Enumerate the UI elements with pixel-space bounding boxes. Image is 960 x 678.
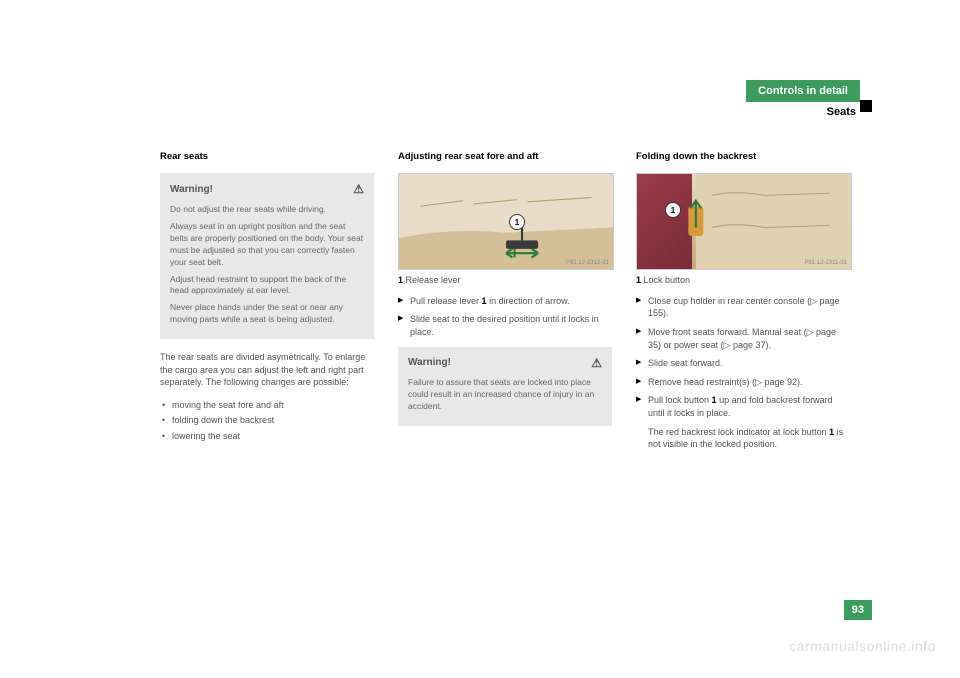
caption-number: 1 bbox=[398, 275, 403, 285]
column-adjusting-seat: Adjusting rear seat fore and aft 1 P91.1… bbox=[398, 150, 612, 457]
warning-box-1: Warning! ⚠ Do not adjust the rear seats … bbox=[160, 173, 374, 339]
seat-illustration-svg bbox=[637, 174, 851, 270]
col2-steps: Pull release lever 1 in direction of arr… bbox=[398, 295, 612, 339]
column-folding-backrest: Folding down the backrest 1 P91.12-2311-… bbox=[636, 150, 850, 457]
section-title: Seats bbox=[746, 106, 860, 118]
list-item: Slide seat forward. bbox=[636, 357, 850, 370]
warning-text: Failure to assure that seats are locked … bbox=[408, 377, 602, 413]
figure-code: P91.12-2312-31 bbox=[566, 259, 609, 267]
figure-caption: 1 Lock button bbox=[636, 274, 850, 287]
col1-paragraph: The rear seats are divided asymetrically… bbox=[160, 351, 374, 389]
col2-title: Adjusting rear seat fore and aft bbox=[398, 150, 612, 163]
figure-caption: 1 Release lever bbox=[398, 274, 612, 287]
column-rear-seats: Rear seats Warning! ⚠ Do not adjust the … bbox=[160, 150, 374, 457]
caption-number: 1 bbox=[636, 275, 641, 285]
figure-release-lever: 1 P91.12-2312-31 bbox=[398, 173, 614, 270]
list-item: folding down the backrest bbox=[160, 414, 374, 427]
col1-title: Rear seats bbox=[160, 150, 374, 163]
warning-icon: ⚠ bbox=[591, 355, 602, 372]
section-marker bbox=[860, 100, 872, 112]
col3-steps: Close cup holder in rear center console … bbox=[636, 295, 850, 420]
list-item: Slide seat to the desired position until… bbox=[398, 313, 612, 338]
watermark: carmanualsonline.info bbox=[789, 638, 936, 654]
caption-text: Release lever bbox=[406, 275, 461, 285]
figure-lock-button: 1 P91.12-2311-31 bbox=[636, 173, 852, 270]
list-item: Remove head restraint(s) (▷ page 92). bbox=[636, 376, 850, 389]
warning-title: Warning! ⚠ bbox=[170, 181, 364, 198]
col3-note: The red backrest lock indicator at lock … bbox=[648, 426, 850, 451]
figure-code: P91.12-2311-31 bbox=[804, 259, 847, 267]
list-item: moving the seat fore and aft bbox=[160, 399, 374, 412]
warning-box-2: Warning! ⚠ Failure to assure that seats … bbox=[398, 347, 612, 426]
seat-illustration-svg bbox=[399, 174, 613, 270]
list-item: Pull lock button 1 up and fold backrest … bbox=[636, 394, 850, 419]
col1-bullet-list: moving the seat fore and aft folding dow… bbox=[160, 399, 374, 443]
list-item: Pull release lever 1 in direction of arr… bbox=[398, 295, 612, 308]
list-item: Close cup holder in rear center console … bbox=[636, 295, 850, 320]
page-content: Rear seats Warning! ⚠ Do not adjust the … bbox=[160, 150, 850, 457]
warning-label: Warning! bbox=[170, 183, 213, 197]
list-item: Move front seats forward. Manual seat (▷… bbox=[636, 326, 850, 351]
warning-label: Warning! bbox=[408, 356, 451, 370]
caption-text: Lock button bbox=[644, 275, 691, 285]
warning-text: Always seat in an upright position and t… bbox=[170, 221, 364, 269]
list-item: lowering the seat bbox=[160, 430, 374, 443]
col3-title: Folding down the backrest bbox=[636, 150, 850, 163]
warning-text: Never place hands under the seat or near… bbox=[170, 302, 364, 326]
warning-title: Warning! ⚠ bbox=[408, 355, 602, 372]
warning-text: Do not adjust the rear seats while drivi… bbox=[170, 204, 364, 216]
warning-text: Adjust head restraint to support the bac… bbox=[170, 274, 364, 298]
page-header: Controls in detail Seats bbox=[746, 80, 860, 118]
page-number: 93 bbox=[844, 600, 872, 620]
chapter-tab: Controls in detail bbox=[746, 80, 860, 102]
warning-icon: ⚠ bbox=[353, 181, 364, 198]
